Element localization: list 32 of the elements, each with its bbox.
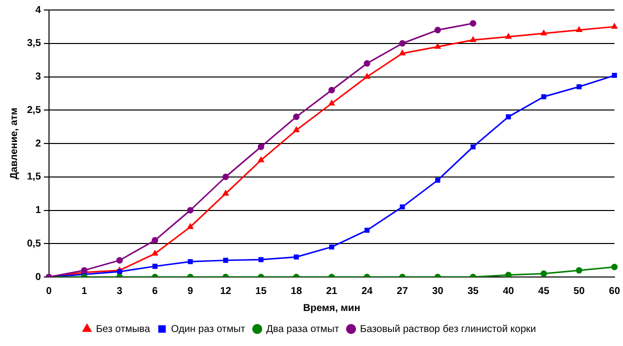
x-tick-label: 35 [467, 286, 480, 297]
x-tick-label: 24 [361, 286, 374, 297]
x-tick-label: 6 [152, 286, 158, 297]
legend-label: Два раза отмыт [266, 324, 340, 335]
x-tick-label: 27 [396, 286, 408, 297]
x-tick-label: 21 [326, 286, 338, 297]
x-tick-label: 30 [432, 286, 444, 297]
y-tick-label: 0,5 [26, 238, 42, 250]
y-tick-label: 2 [35, 138, 42, 150]
y-axis-title: Давление, атм [8, 108, 20, 180]
legend-label: Без отмыва [96, 324, 150, 335]
y-tick-label: 3 [35, 72, 42, 82]
x-tick-label: 60 [608, 286, 620, 297]
y-tick-label: 1,5 [26, 172, 42, 183]
x-tick-label: 3 [116, 286, 123, 297]
legend-label: Один раз отмыт [171, 324, 246, 335]
x-tick-label: 15 [255, 286, 267, 297]
y-tick-label: 1 [35, 205, 42, 216]
x-tick-label: 45 [538, 286, 550, 297]
x-tick-label: 12 [220, 286, 232, 297]
x-tick-label: 9 [188, 286, 194, 297]
y-tick-label: 3,5 [26, 38, 42, 50]
y-tick-label: 0 [35, 272, 42, 283]
y-tick-label: 4 [35, 4, 42, 16]
x-tick-label: 50 [574, 286, 586, 297]
x-axis-title: Время, мин [303, 302, 360, 314]
x-tick-label: 0 [46, 286, 52, 297]
y-tick-label: 2,5 [26, 104, 42, 116]
legend-label: Базовый раствор без глинистой корки [360, 324, 536, 335]
x-tick-label: 18 [290, 286, 302, 297]
x-tick-label: 1 [81, 286, 88, 297]
x-tick-label: 40 [502, 286, 514, 297]
